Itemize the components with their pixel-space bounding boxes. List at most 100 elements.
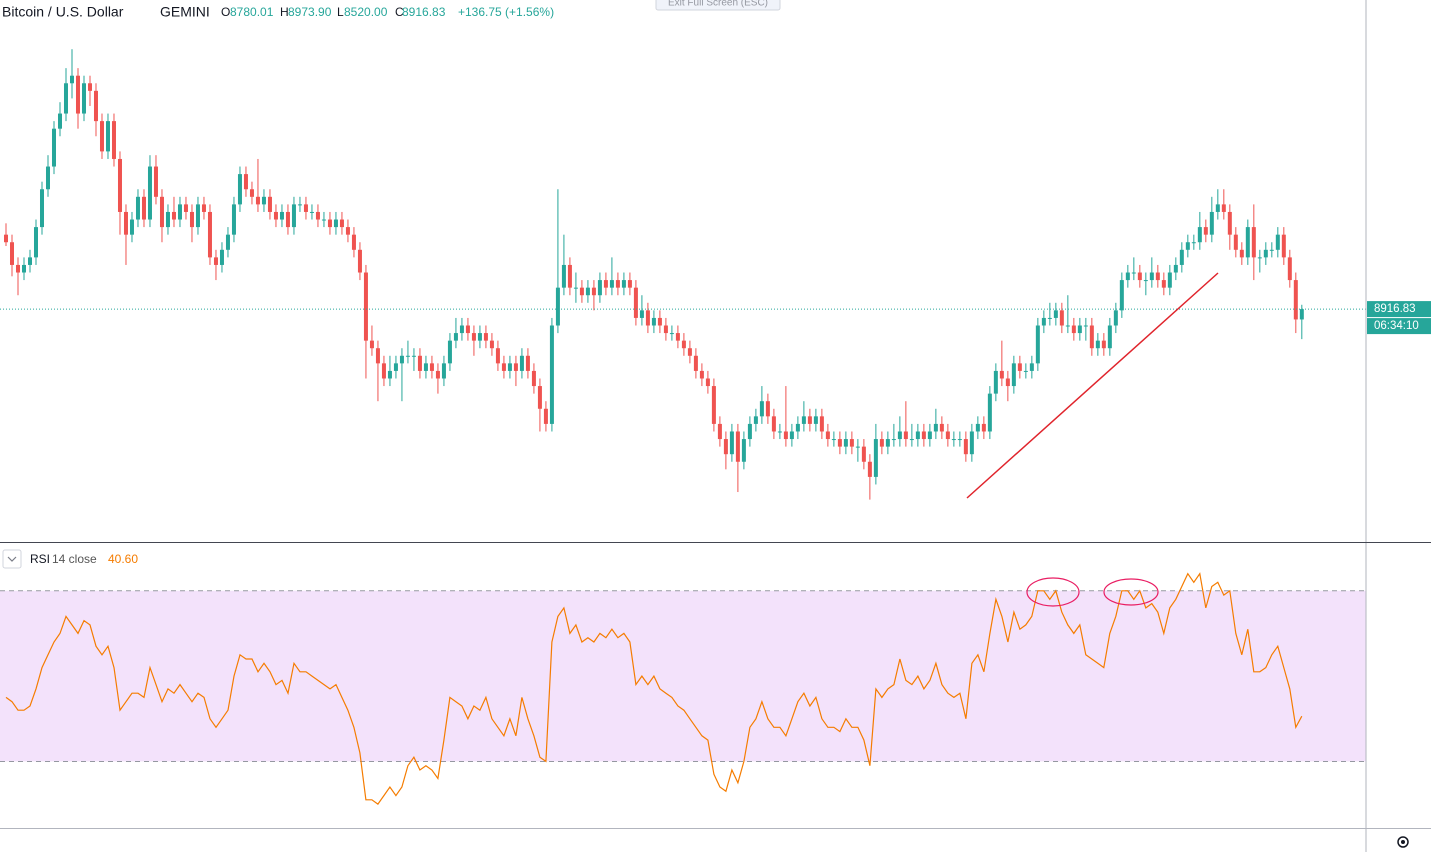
candle-body (441, 363, 446, 379)
high-label: H (280, 5, 289, 19)
candle-body (591, 287, 596, 296)
exchange: GEMINI (160, 4, 210, 20)
candle-body (1239, 249, 1244, 258)
candle-body (159, 196, 164, 228)
candle-body (1179, 249, 1184, 265)
candle-body (813, 416, 818, 424)
candle-body (921, 431, 926, 440)
candle-body (405, 355, 410, 357)
candle-body (975, 423, 980, 432)
candle-body (87, 83, 92, 91)
high-value: 8973.90 (288, 5, 332, 19)
candle-body (729, 431, 734, 455)
candle-body (291, 204, 296, 228)
candle-body (351, 234, 356, 250)
candle-body (987, 393, 992, 432)
marks (0, 49, 1366, 805)
candle-body (189, 211, 194, 228)
settings-button[interactable] (1397, 836, 1409, 848)
candle-body (531, 370, 536, 387)
countdown: 06:34:10 (1374, 320, 1419, 332)
candle-body (699, 370, 704, 379)
candle-body (645, 310, 650, 326)
candle-body (411, 355, 416, 357)
candle-body (147, 166, 152, 220)
candle-body (231, 204, 236, 235)
candle-body (15, 264, 20, 273)
low-value: 8520.00 (344, 5, 388, 19)
candle-body (141, 196, 146, 220)
candle-body (717, 423, 722, 440)
candle-body (171, 211, 176, 220)
candle-body (279, 211, 284, 220)
candle-body (165, 211, 170, 228)
candle-body (861, 446, 866, 462)
candle-body (609, 280, 614, 288)
candle-body (1233, 234, 1238, 250)
candle-body (885, 439, 890, 447)
candle-body (1095, 340, 1100, 349)
candle-body (153, 166, 158, 197)
price-tag: 8916.83 (1374, 303, 1416, 315)
candle-body (573, 287, 578, 289)
candle-body (933, 423, 938, 432)
candle-body (453, 333, 458, 341)
candle-body (969, 431, 974, 455)
candle-body (909, 439, 914, 441)
candle-body (9, 242, 14, 265)
candle-body (369, 340, 374, 349)
candle-body (1065, 325, 1070, 327)
collapse-button[interactable] (2, 549, 22, 569)
candle-body (327, 219, 332, 228)
candle-body (789, 431, 794, 440)
candle-body (381, 363, 386, 379)
candle-body (1077, 325, 1082, 334)
candle-body (951, 439, 956, 441)
candle-body (579, 287, 584, 296)
candle-body (483, 333, 488, 341)
candle-body (801, 416, 806, 424)
candle-body (315, 211, 320, 220)
open-label: O (221, 5, 230, 19)
candle-body (267, 196, 272, 212)
candle-body (135, 196, 140, 220)
candle-body (1227, 211, 1232, 235)
candle-body (27, 257, 32, 265)
gear-icon (1397, 836, 1409, 848)
candle-body (741, 439, 746, 462)
candle-body (345, 227, 350, 235)
candle-body (945, 431, 950, 440)
rsi-line (5, 572, 1303, 805)
candle-body (1113, 310, 1118, 326)
candle-body (63, 83, 68, 114)
candle-body (339, 219, 344, 228)
candle-body (723, 439, 728, 455)
candle-body (711, 386, 716, 424)
candle-body (651, 317, 656, 326)
candle-body (1173, 264, 1178, 273)
candle-body (75, 75, 80, 114)
candle-body (1203, 227, 1208, 235)
candle-body (207, 211, 212, 258)
candle-body (417, 355, 422, 371)
candle-body (237, 174, 242, 205)
candle-body (3, 234, 8, 243)
rsi-params: 14 close (52, 552, 97, 566)
candle-body (825, 431, 830, 440)
fullscreen-button[interactable] (655, 0, 781, 11)
candle-body (627, 280, 632, 288)
candle-body (1059, 310, 1064, 326)
candle-body (1119, 280, 1124, 311)
trend-line (966, 272, 1219, 499)
candle-body (1167, 272, 1172, 288)
candle-body (297, 204, 302, 206)
candle-body (1221, 204, 1226, 212)
candle-body (981, 423, 986, 432)
candle-body (1011, 363, 1016, 387)
labels: 8916.83 06:34:10 (1367, 301, 1431, 335)
candle-body (1281, 234, 1286, 258)
candle-body (1107, 325, 1112, 349)
candle-body (249, 189, 254, 197)
candle-body (597, 280, 602, 296)
